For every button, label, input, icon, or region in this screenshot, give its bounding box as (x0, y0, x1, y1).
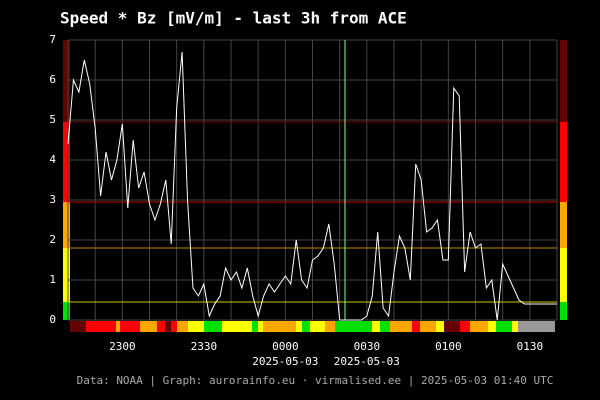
x-tick-label: 0030 (354, 340, 381, 353)
x-tick-label: 2300 (109, 340, 136, 353)
chart-title: Speed * Bz [mV/m] - last 3h from ACE (60, 9, 407, 28)
status-strip (70, 321, 555, 332)
y-tick-label: 5 (49, 113, 56, 126)
y-tick-label: 6 (49, 73, 56, 86)
level-band (560, 40, 567, 122)
x-tick-label: 0100 (435, 340, 462, 353)
y-tick-label: 4 (49, 153, 56, 166)
y-tick-label: 3 (49, 193, 56, 206)
x-tick-label: 0000 (272, 340, 299, 353)
x-tick-label: 2330 (191, 340, 218, 353)
level-band (63, 122, 70, 202)
y-tick-label: 2 (49, 233, 56, 246)
level-band (560, 302, 567, 320)
level-band (560, 122, 567, 202)
footer: Data: NOAA | Graph: aurorainfo.eu · virm… (77, 374, 554, 387)
x-date-label: 2025-05-03 (252, 355, 318, 368)
y-tick-label: 1 (49, 273, 56, 286)
x-date-label: 2025-05-03 (334, 355, 400, 368)
x-tick-label: 0130 (517, 340, 544, 353)
y-tick-label: 7 (49, 33, 56, 46)
level-band (63, 40, 70, 122)
level-band (560, 248, 567, 302)
level-band (63, 202, 70, 248)
level-band (63, 248, 70, 302)
level-band (63, 302, 70, 320)
y-tick-label: 0 (49, 313, 56, 326)
level-band (560, 202, 567, 248)
data-line (67, 51, 557, 321)
